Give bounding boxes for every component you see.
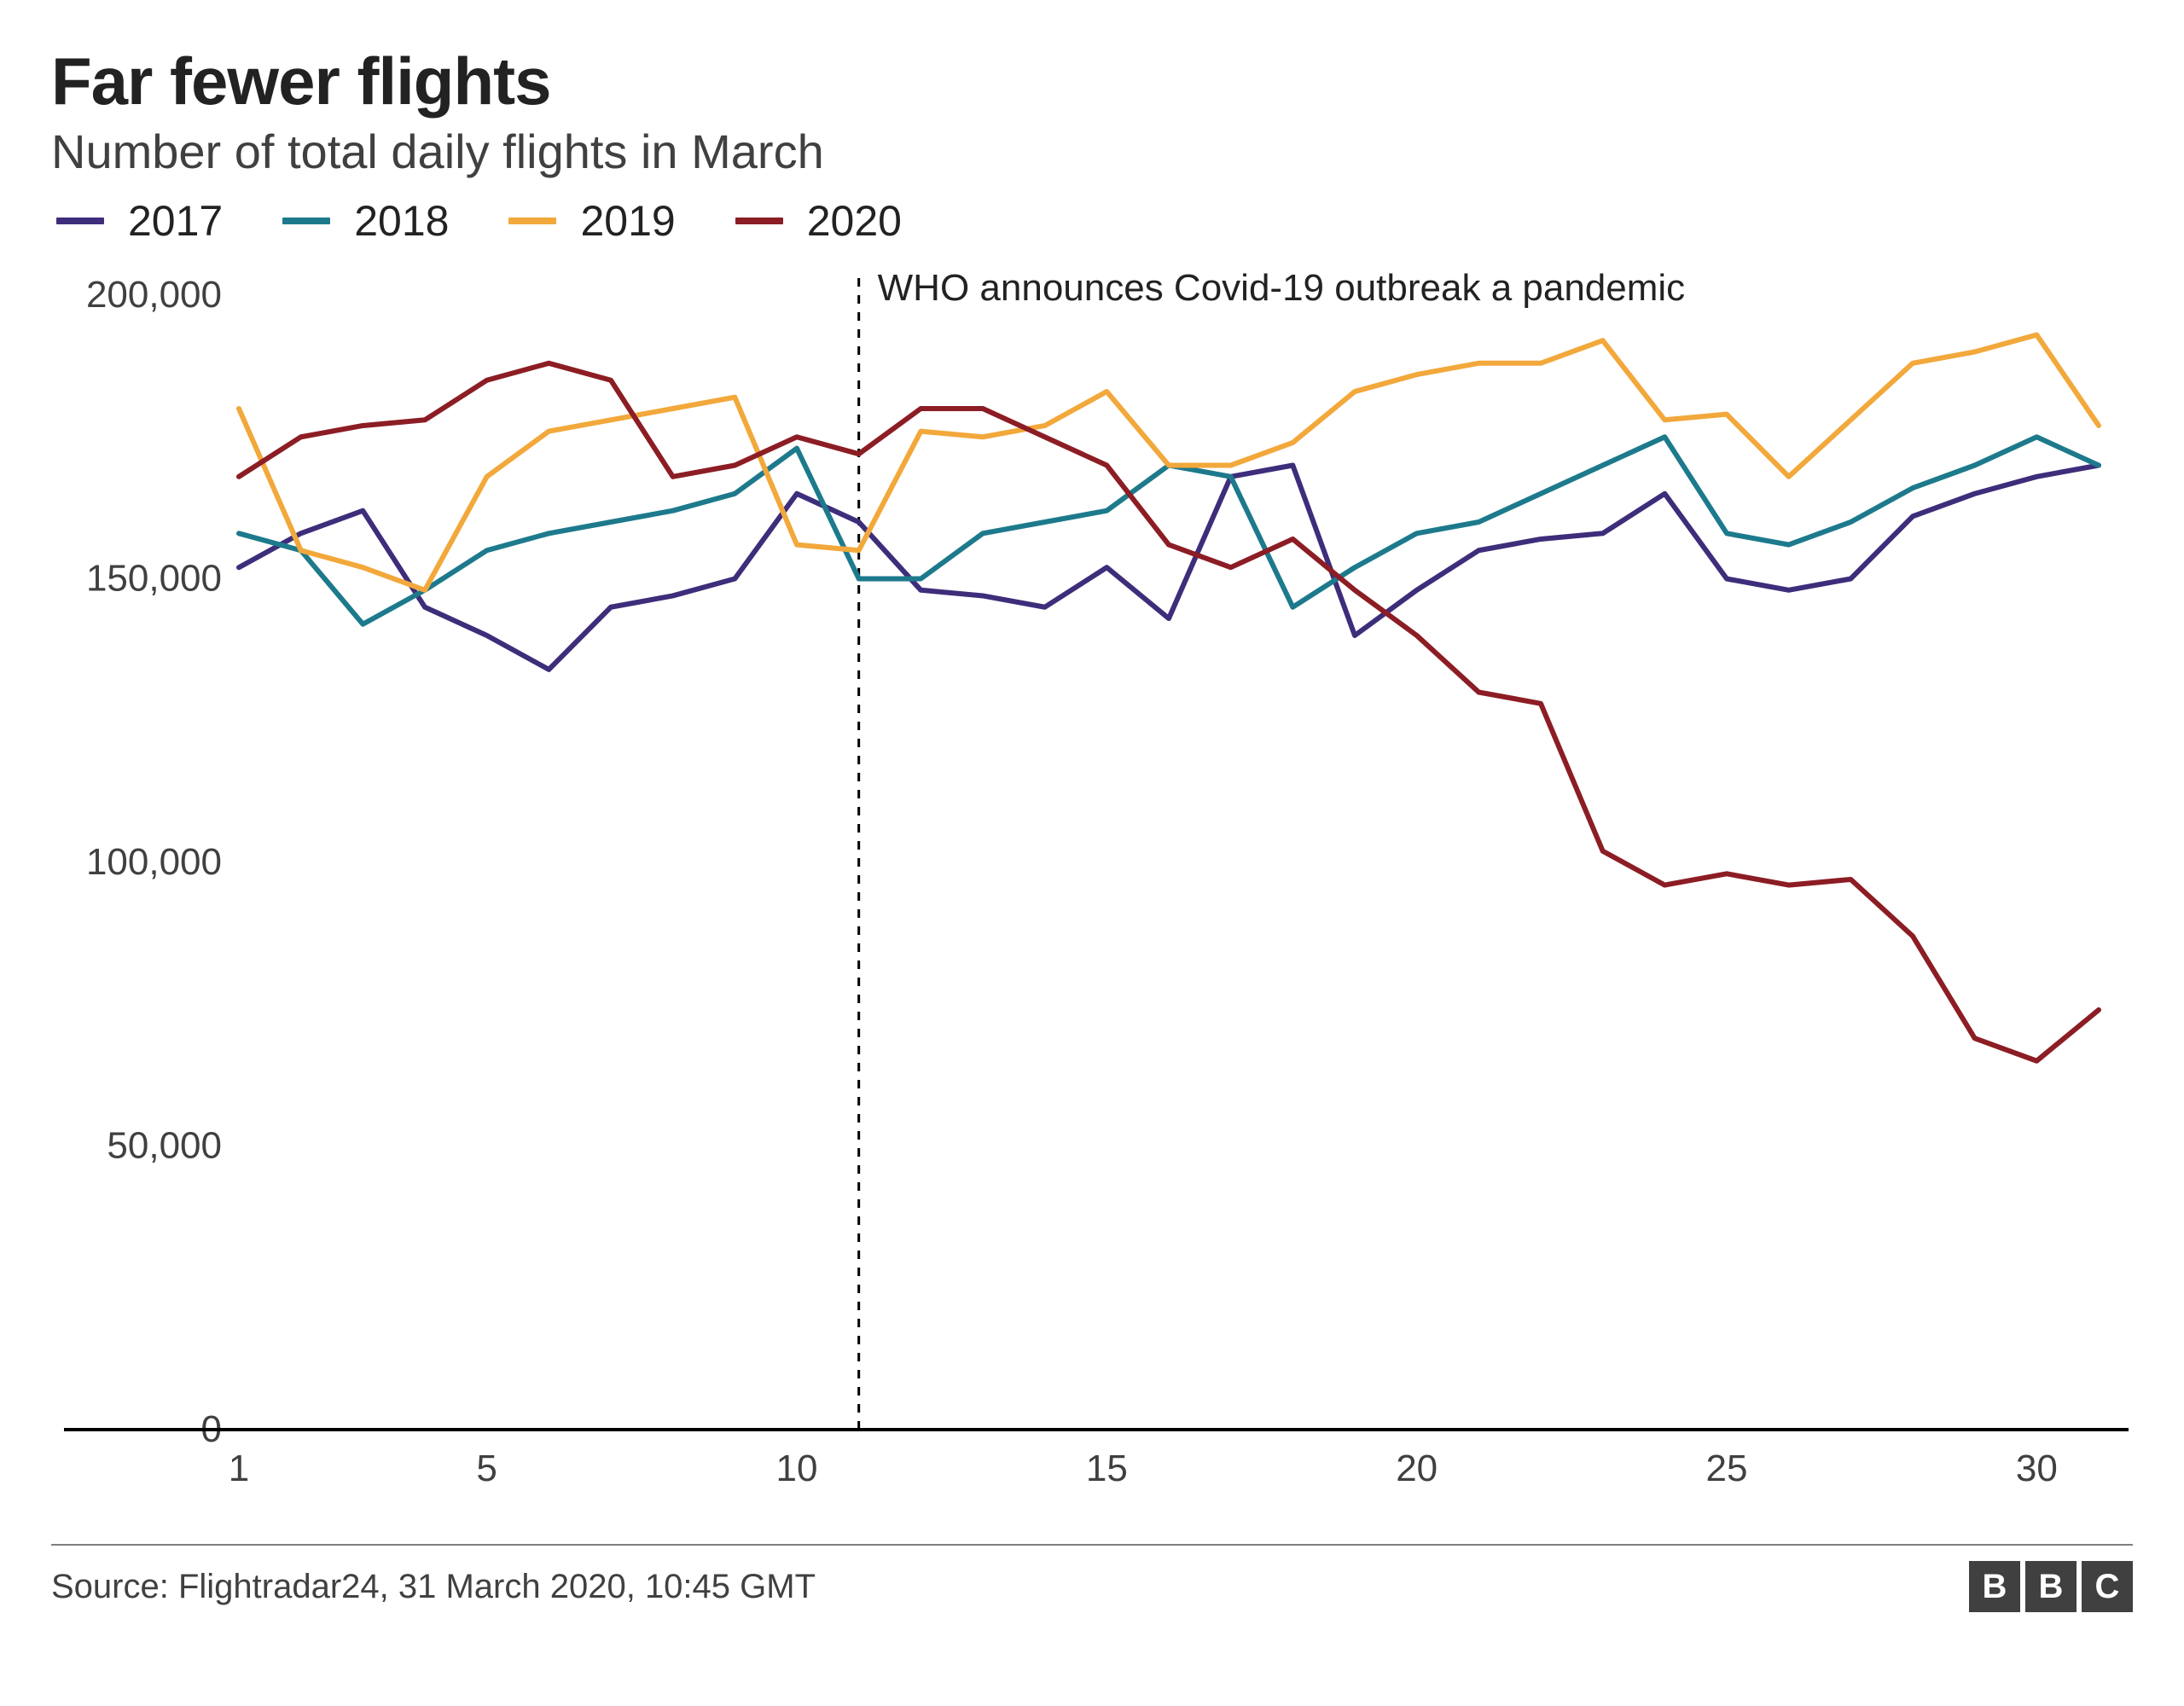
legend-item: 2019 [508, 196, 675, 246]
y-axis-tick-label: 50,000 [107, 1125, 222, 1167]
legend-label: 2018 [354, 196, 449, 246]
chart-subtitle: Number of total daily flights in March [51, 124, 2133, 179]
legend-item: 2020 [735, 196, 902, 246]
bbc-logo-block: C [2082, 1561, 2133, 1612]
x-axis-tick-label: 5 [476, 1448, 497, 1489]
legend-swatch [735, 218, 783, 224]
series-line-2017 [239, 466, 2099, 670]
legend-swatch [282, 218, 330, 224]
chart-footer: Source: Flightradar24, 31 March 2020, 10… [51, 1544, 2133, 1612]
legend-label: 2019 [580, 196, 675, 246]
legend-swatch [56, 218, 104, 224]
legend-item: 2017 [56, 196, 223, 246]
legend-item: 2018 [282, 196, 449, 246]
x-axis-tick-label: 20 [1396, 1448, 1438, 1489]
source-text: Source: Flightradar24, 31 March 2020, 10… [51, 1568, 816, 1606]
x-axis-tick-label: 30 [2016, 1448, 2058, 1489]
annotation-label: WHO announces Covid-19 outbreak a pandem… [878, 267, 1686, 309]
chart-title: Far fewer flights [51, 43, 2133, 120]
y-axis-tick-label: 200,000 [86, 274, 222, 316]
x-axis-tick-label: 25 [1706, 1448, 1748, 1489]
line-chart-svg: 050,000100,000150,000200,000151015202530… [51, 261, 2133, 1523]
bbc-logo: BBC [1969, 1561, 2133, 1612]
bbc-logo-block: B [1969, 1561, 2020, 1612]
legend: 2017 2018 2019 2020 [51, 196, 2133, 246]
x-axis-tick-label: 1 [229, 1448, 249, 1489]
legend-swatch [508, 218, 556, 224]
x-axis-tick-label: 10 [776, 1448, 818, 1489]
y-axis-tick-label: 150,000 [86, 558, 222, 600]
y-axis-tick-label: 100,000 [86, 841, 222, 883]
x-axis-tick-label: 15 [1086, 1448, 1128, 1489]
chart-container: Far fewer flights Number of total daily … [0, 0, 2184, 1706]
legend-label: 2017 [128, 196, 223, 246]
legend-label: 2020 [807, 196, 902, 246]
chart-plot-area: 050,000100,000150,000200,000151015202530… [51, 261, 2133, 1523]
bbc-logo-block: B [2025, 1561, 2077, 1612]
